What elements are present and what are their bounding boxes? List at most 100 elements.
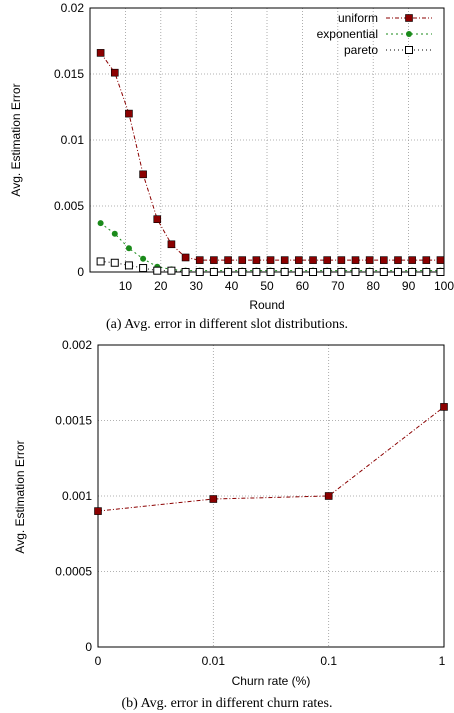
y-axis-label-a: Avg. Estimation Error xyxy=(9,83,23,196)
point-uniform xyxy=(167,240,176,249)
series-a xyxy=(96,49,445,276)
caption-b: (b) Avg. error in different churn rates. xyxy=(122,696,333,711)
data-point xyxy=(440,403,448,411)
point-uniform xyxy=(394,256,402,264)
point-pareto xyxy=(153,266,162,275)
data-point xyxy=(209,495,218,503)
point-uniform xyxy=(125,109,133,118)
point-pareto xyxy=(351,268,360,276)
x-ticks-a: 10 20 30 40 50 60 70 80 90 100 xyxy=(119,279,454,293)
point-uniform xyxy=(195,256,204,264)
point-uniform xyxy=(153,215,162,223)
point-pareto xyxy=(266,268,275,276)
x-ticks-b: 0 0.01 0.1 1 xyxy=(95,654,446,668)
y-ticks-b: 0 0.0005 0.001 0.0015 0.002 xyxy=(55,338,92,654)
y-tick-label: 0.015 xyxy=(54,67,84,81)
y-tick-label: 0.0015 xyxy=(55,414,92,428)
legend-a: uniform exponential pareto xyxy=(317,11,432,57)
point-uniform xyxy=(139,170,147,179)
point-uniform xyxy=(266,256,275,264)
series-line xyxy=(97,406,445,512)
chart-churn-rates: 0 0.0005 0.001 0.0015 0.002 0 0.01 0.1 1 Churn … xyxy=(13,338,448,711)
point-pareto xyxy=(408,268,417,276)
x-tick-label: 90 xyxy=(402,279,416,293)
point-pareto xyxy=(209,268,218,276)
point-uniform xyxy=(323,256,331,264)
x-tick-label: 0.1 xyxy=(320,654,337,668)
point-pareto xyxy=(224,268,233,276)
point-pareto xyxy=(280,268,289,276)
point-pareto xyxy=(309,268,318,276)
plot-frame-b xyxy=(97,344,445,648)
point-pareto xyxy=(323,268,332,276)
point-pareto xyxy=(124,261,133,270)
legend-label-uniform: uniform xyxy=(338,11,378,25)
point-uniform xyxy=(365,256,374,264)
point-pareto xyxy=(365,268,374,276)
x-tick-label: 30 xyxy=(190,279,204,293)
x-tick-label: 20 xyxy=(154,279,168,293)
y-axis-label-b: Avg. Estimation Error xyxy=(13,440,27,553)
y-ticks-a: 0 0.005 0.01 0.015 0.02 xyxy=(54,1,84,279)
x-tick-label: 60 xyxy=(296,279,310,293)
x-tick-label: 80 xyxy=(367,279,381,293)
point-pareto xyxy=(379,268,388,276)
point-pareto xyxy=(393,268,402,276)
data-point xyxy=(324,492,333,500)
point-pareto xyxy=(181,268,190,276)
point-uniform xyxy=(380,256,388,264)
y-tick-label: 0.01 xyxy=(61,133,85,147)
point-exponential xyxy=(97,220,104,227)
y-tick-label: 0.0005 xyxy=(55,565,92,579)
point-uniform xyxy=(309,256,317,264)
legend-marker-uniform xyxy=(405,14,413,22)
grid-b xyxy=(97,344,445,648)
x-tick-label: 0.01 xyxy=(202,654,226,668)
x-tick-label: 0 xyxy=(95,654,102,668)
point-pareto xyxy=(110,258,119,267)
point-pareto xyxy=(337,268,346,276)
point-uniform xyxy=(280,256,289,264)
y-tick-label: 0.005 xyxy=(54,199,84,213)
point-uniform xyxy=(408,256,416,264)
point-pareto xyxy=(96,257,105,266)
point-exponential xyxy=(111,230,118,237)
y-tick-label: 0.001 xyxy=(62,489,92,503)
y-tick-label: 0 xyxy=(77,265,84,279)
point-uniform xyxy=(337,256,346,264)
point-uniform xyxy=(295,256,303,264)
point-pareto xyxy=(195,268,204,276)
data-point xyxy=(94,507,102,515)
x-axis-label-a: Round xyxy=(249,298,284,312)
point-exponential xyxy=(140,255,147,262)
point-uniform xyxy=(210,256,218,264)
y-tick-label: 0.02 xyxy=(61,1,85,15)
point-uniform xyxy=(351,256,360,264)
point-pareto xyxy=(436,268,445,276)
legend-marker-pareto xyxy=(405,46,413,54)
point-pareto xyxy=(294,268,303,276)
x-tick-label: 10 xyxy=(119,279,133,293)
legend-label-pareto: pareto xyxy=(344,43,378,57)
y-tick-label: 0.002 xyxy=(62,338,92,352)
point-uniform xyxy=(224,256,232,264)
series-b xyxy=(94,403,448,515)
point-pareto xyxy=(252,268,261,276)
x-tick-label: 100 xyxy=(434,279,454,293)
series-line-uniform xyxy=(100,52,441,261)
point-uniform xyxy=(110,68,119,77)
y-tick-label: 0 xyxy=(85,640,92,654)
x-tick-label: 70 xyxy=(331,279,345,293)
grid-a xyxy=(90,7,445,273)
point-pareto xyxy=(167,266,176,275)
caption-a: (a) Avg. error in different slot distrib… xyxy=(106,317,348,332)
x-tick-label: 40 xyxy=(225,279,239,293)
point-uniform xyxy=(252,256,261,264)
x-axis-label-b: Churn rate (%) xyxy=(232,674,311,688)
legend-marker-exponential xyxy=(406,31,412,37)
point-pareto xyxy=(238,268,247,276)
legend-label-exponential: exponential xyxy=(317,27,378,41)
point-uniform xyxy=(436,256,445,264)
point-exponential xyxy=(125,245,132,252)
